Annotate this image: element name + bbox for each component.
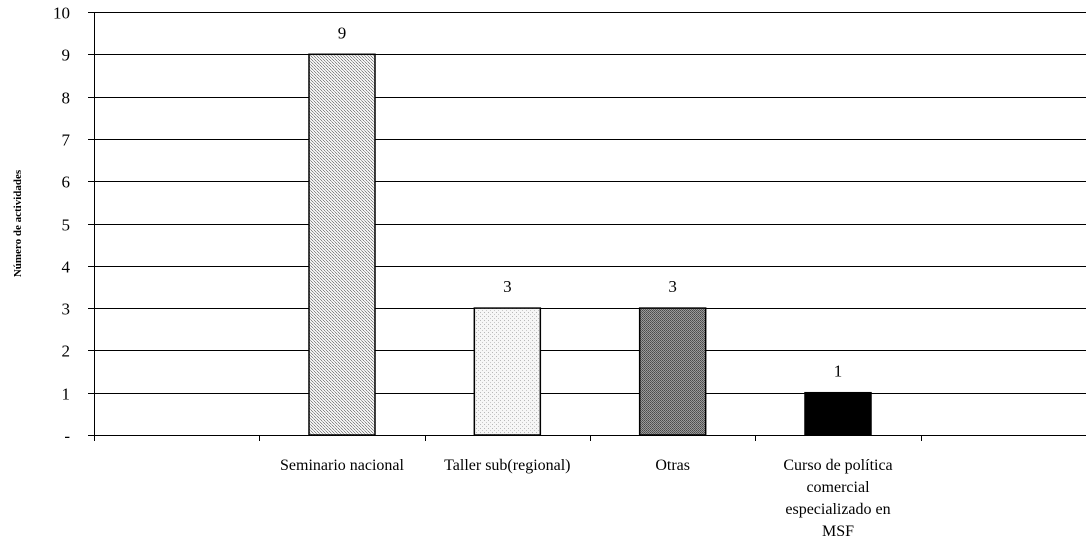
y-tick-label: 5 [62,216,71,235]
bar [473,307,542,436]
bar [638,307,707,436]
y-tick-label: 10 [53,4,70,23]
y-tick-label: 7 [62,131,71,150]
axes [88,12,1086,441]
y-tick-label: 2 [62,342,71,361]
data-label: 1 [834,362,843,381]
category-label: comercial [806,479,870,496]
category-label: Otras [655,457,690,474]
category-label: Curso de política [783,457,892,474]
category-label: MSF [822,523,854,540]
bar [308,53,376,436]
y-tick-label: 8 [62,89,71,108]
category-label: especializado en [785,501,890,518]
data-label: 3 [503,277,512,296]
y-tick-label: 3 [62,300,71,319]
data-label: 3 [668,277,677,296]
y-tick-label: 4 [62,258,71,277]
y-tick-label: 1 [62,385,71,404]
y-tick-labels: - 1 2 3 4 5 6 7 8 9 10 [53,4,71,446]
bars [308,53,872,436]
y-axis-label: Número de actividades [12,169,24,277]
gridlines [94,12,1086,394]
y-tick-label: 6 [62,173,71,192]
category-label: Seminario nacional [280,457,405,474]
y-tick-label: 9 [62,46,71,65]
category-label: Taller sub(regional) [444,457,570,474]
data-labels: 9 3 3 1 [338,23,843,380]
y-tick-label: - [64,427,70,446]
category-labels: Seminario nacional Taller sub(regional) Ot… [280,457,893,540]
bar [804,391,872,436]
data-label: 9 [338,23,347,42]
